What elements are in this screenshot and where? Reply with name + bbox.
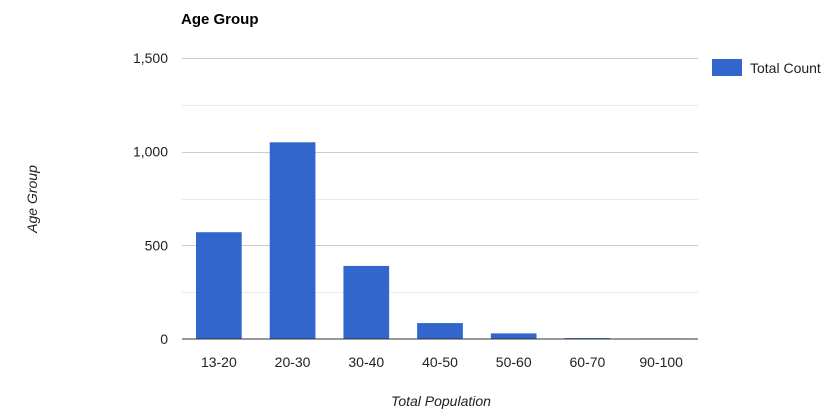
x-tick-label: 30-40 — [348, 354, 384, 370]
y-tick-label: 500 — [145, 237, 169, 253]
x-tick-label: 20-30 — [275, 354, 311, 370]
legend-label: Total Count — [750, 60, 821, 76]
y-axis-label: Age Group — [24, 165, 40, 234]
bar-13-20[interactable] — [196, 232, 242, 339]
gridlines — [182, 58, 698, 293]
y-axis-ticks: 0 500 1,000 1,500 — [133, 50, 168, 347]
x-tick-label: 90-100 — [639, 354, 683, 370]
bar-50-60[interactable] — [490, 333, 537, 339]
chart-title: Age Group — [181, 11, 259, 28]
bar-30-40[interactable] — [343, 265, 390, 339]
y-tick-label: 1,000 — [133, 144, 168, 160]
legend: Total Count — [712, 59, 821, 76]
bars — [196, 142, 684, 339]
x-tick-label: 60-70 — [570, 354, 606, 370]
x-tick-label: 13-20 — [201, 354, 237, 370]
y-tick-label: 1,500 — [133, 50, 168, 66]
x-axis-label: Total Population — [391, 393, 491, 409]
y-tick-label: 0 — [160, 331, 168, 347]
bar-40-50[interactable] — [417, 323, 463, 339]
x-tick-label: 40-50 — [422, 354, 458, 370]
x-tick-label: 50-60 — [496, 354, 532, 370]
x-axis-ticks: 13-20 20-30 30-40 40-50 50-60 60-70 90-100 — [201, 354, 683, 370]
legend-swatch — [712, 59, 742, 76]
bar-20-30[interactable] — [269, 142, 316, 339]
